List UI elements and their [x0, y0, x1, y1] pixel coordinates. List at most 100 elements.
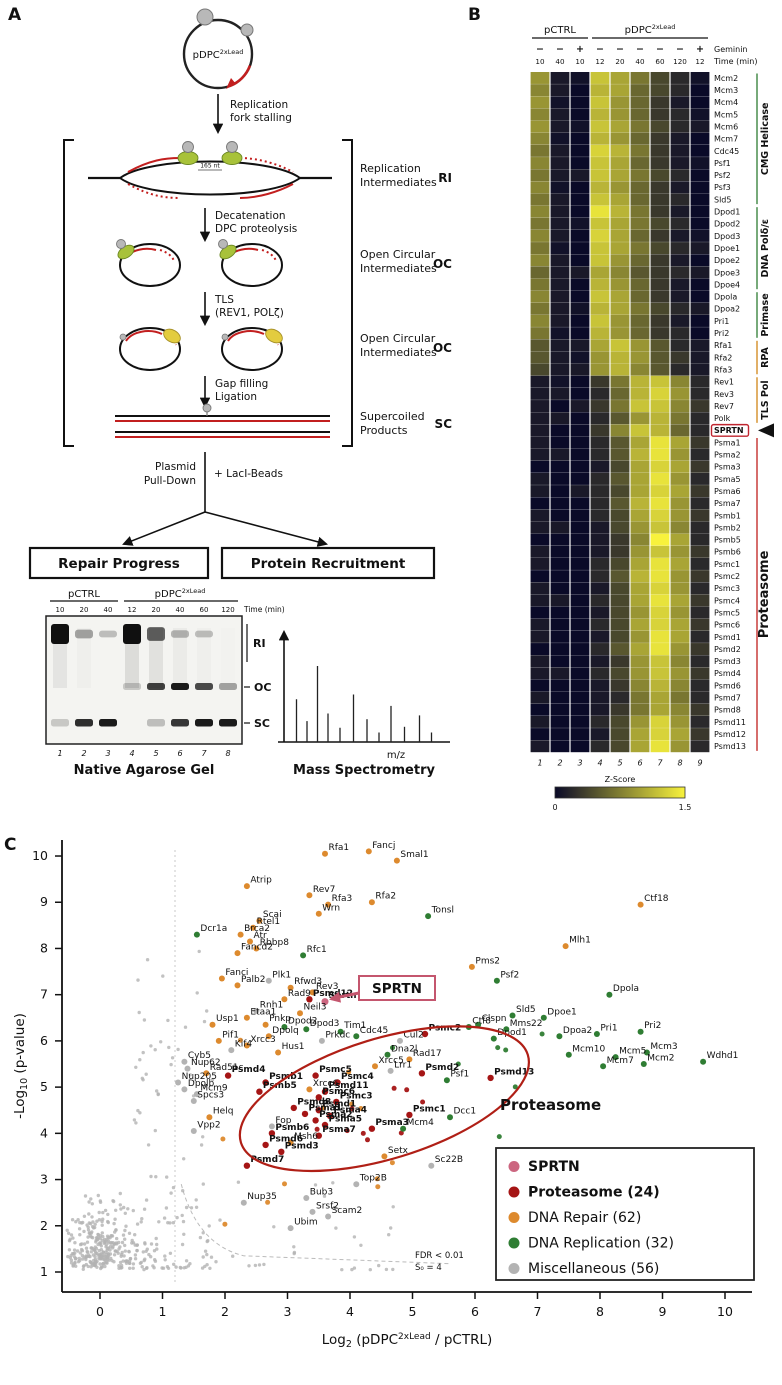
- heatmap-cell: [570, 728, 590, 741]
- background-cloud: [65, 949, 545, 1272]
- point-Rfa1: [322, 850, 328, 857]
- heatmap-cell: [650, 606, 670, 619]
- stage-open-circular-2: [119, 327, 283, 371]
- point-Psma2: [312, 1117, 319, 1124]
- geminin-symbol: −: [656, 44, 664, 55]
- point-Rnh1: [253, 1007, 260, 1014]
- cloud-point: [203, 1249, 208, 1253]
- cloud-point: [99, 1255, 103, 1259]
- cloud-point: [146, 1143, 151, 1147]
- heatmap-cell: [570, 108, 590, 121]
- heatmap-cell: [590, 715, 610, 728]
- fdr-label: FDR < 0.01: [415, 1251, 464, 1261]
- heatmap-cell: [630, 351, 650, 364]
- gene-label: Psmb2: [714, 523, 741, 532]
- point-label: Rnh1: [260, 1000, 283, 1010]
- point-Psmd4: [224, 1072, 232, 1079]
- group-label: CMG Helicase: [760, 103, 771, 176]
- cloud-point: [134, 1121, 138, 1125]
- heatmap-cell: [590, 290, 610, 303]
- cloud-point: [165, 1175, 169, 1179]
- heatmap-time-label: Time (min): [713, 57, 757, 66]
- heatmap-cell: [570, 412, 590, 425]
- cloud-point: [101, 1210, 105, 1215]
- heatmap-cell: [670, 545, 690, 558]
- cloud-point: [181, 1219, 186, 1224]
- heatmap-cell: [610, 242, 630, 255]
- heatmap-cell: [670, 181, 690, 194]
- point-Plk1: [265, 977, 272, 984]
- cloud-point: [218, 1218, 222, 1222]
- stage4-tag: SC: [435, 417, 453, 431]
- point-Xrcc5: [372, 1063, 378, 1070]
- heatmap-cell: [530, 242, 550, 255]
- cloud-point: [120, 1240, 125, 1245]
- gel-time: 40: [104, 606, 113, 614]
- x-tick-label: 8: [596, 1304, 604, 1319]
- cmg-helicase-icon: [177, 151, 199, 165]
- heatmap-cell: [550, 497, 570, 510]
- heatmap-cell: [650, 96, 670, 109]
- heatmap-cell: [570, 266, 590, 279]
- heatmap-cell: [630, 157, 650, 169]
- point-Msh6: [287, 1139, 294, 1146]
- cloud-point: [201, 1182, 205, 1186]
- y-tick-label: 9: [40, 894, 48, 909]
- heatmap-cell: [570, 667, 590, 680]
- heatmap-cell: [570, 618, 590, 631]
- cloud-point: [91, 1226, 96, 1230]
- heatmap-cell: [670, 691, 690, 704]
- point-Pri1: [593, 1031, 600, 1037]
- cloud-point: [106, 1212, 110, 1217]
- cloud-point: [161, 974, 165, 978]
- point-label: Etaa1: [250, 1007, 276, 1017]
- heatmap-cell: [590, 424, 610, 437]
- gel-group-pdpc: pDPC2xLead: [155, 587, 206, 600]
- cloud-point: [67, 1239, 72, 1243]
- heatmap-cell: [530, 387, 550, 400]
- heatmap-cell: [610, 570, 630, 583]
- stage3-label2: Intermediates: [360, 346, 437, 359]
- heatmap-cell: [610, 400, 630, 412]
- heatmap-cell: [690, 533, 710, 546]
- heatmap-cell: [650, 558, 670, 570]
- heatmap-cell: [690, 315, 710, 327]
- point-label: Dpolb: [188, 1079, 215, 1089]
- cloud-point: [168, 1251, 173, 1255]
- point-label: Psmc5: [319, 1065, 352, 1075]
- heatmap-cell: [610, 655, 630, 668]
- cloud-point: [170, 1056, 175, 1060]
- cloud-point: [85, 1223, 89, 1227]
- fdr-curve: [180, 1184, 451, 1265]
- heatmap-cell: [630, 630, 650, 643]
- heatmap-cell: [690, 84, 710, 97]
- cloud-point: [113, 1217, 117, 1221]
- point-label: Ctf18: [644, 894, 669, 904]
- cloud-point: [142, 1018, 147, 1022]
- heatmap-cell: [590, 533, 610, 546]
- cloud-point: [180, 1213, 184, 1218]
- proteasome-ellipse: [238, 1025, 530, 1173]
- gene-label: Dpoe2: [714, 256, 740, 265]
- point-Dpoa2: [556, 1033, 563, 1040]
- gene-label: Psmd11: [714, 718, 746, 727]
- point-Scam2: [325, 1213, 332, 1220]
- heatmap-cell: [550, 472, 570, 485]
- point-label: Msh6: [294, 1132, 318, 1142]
- heatmap-cell: [650, 703, 670, 716]
- cloud-point: [282, 1181, 287, 1187]
- gene-label: Psf1: [714, 159, 731, 168]
- point-Mcm7: [600, 1063, 607, 1070]
- heatmap-cell: [570, 351, 590, 364]
- heatmap-cell: [630, 205, 650, 218]
- tls-pols-text: (REV1, POLζ): [215, 307, 284, 319]
- cloud-point: [78, 1220, 82, 1225]
- heatmap-cell: [610, 169, 630, 182]
- heatmap-cell: [550, 302, 570, 315]
- heatmap-cell: [630, 691, 650, 704]
- cloud-point: [109, 1256, 113, 1261]
- heatmap-cell: [650, 655, 670, 668]
- heatmap-cell: [630, 302, 650, 315]
- point-label: Cul2: [404, 1030, 424, 1040]
- heatmap-cell: [630, 217, 650, 230]
